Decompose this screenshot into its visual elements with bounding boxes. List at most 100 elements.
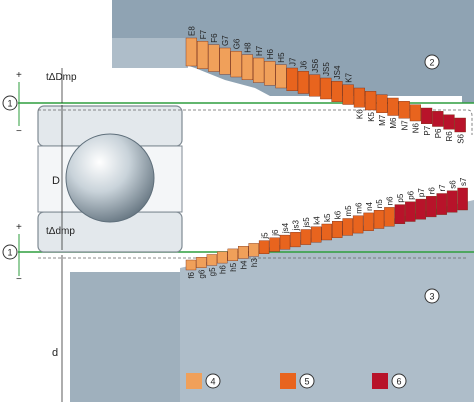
legend-swatch-dark <box>372 373 388 389</box>
housing-label-E8: E8 <box>188 26 197 36</box>
housing-bar-R6 <box>443 114 455 130</box>
shaft-bar-g6 <box>196 257 207 268</box>
housing-label-JS6: JS6 <box>311 58 320 72</box>
shaft-bar-h6 <box>217 251 228 264</box>
housing-bar-F6 <box>208 44 220 72</box>
shaft-bar-h3 <box>248 243 259 257</box>
housing-bar-F7 <box>196 41 209 69</box>
housing-bar-P6 <box>432 111 444 127</box>
shaft-label-js3: js3 <box>292 220 301 232</box>
label-t-delta-Dmp: tΔDmp <box>46 72 77 83</box>
shaft-tolerance-bars <box>185 187 468 271</box>
marker-shaft-label: 3 <box>429 292 434 302</box>
shaft-bar-n5 <box>373 209 385 229</box>
shaft-bar-n6 <box>384 207 395 227</box>
legend-marker-dark-label: 6 <box>396 377 401 387</box>
shaft-label-m5: m5 <box>344 205 353 217</box>
housing-label-N7: N7 <box>400 120 409 131</box>
housing-bar-M7 <box>376 94 388 113</box>
housing-label-S6: S6 <box>456 133 465 143</box>
legend-marker-mid-label: 5 <box>304 377 309 387</box>
shaft-label-h5: h5 <box>229 262 238 271</box>
housing-label-P6: P6 <box>434 128 443 138</box>
shaft-label-h3: h3 <box>250 258 259 267</box>
housing-bar-J7 <box>286 67 298 91</box>
shaft-label-m6: m6 <box>354 202 363 214</box>
housing-label-M7: M7 <box>378 114 387 126</box>
shaft-bar-m6 <box>352 215 364 234</box>
shaft-label-j6: j6 <box>271 229 280 237</box>
legend-marker-mid <box>299 373 315 389</box>
housing-label-H6: H6 <box>266 49 275 60</box>
housing-bar-JS6 <box>309 74 321 97</box>
shaft-label-p6: p6 <box>407 190 416 199</box>
housing-bar-H8 <box>241 54 254 81</box>
label-dim-D: D <box>52 175 60 187</box>
marker-zero-bottom <box>2 244 18 260</box>
shaft-bar-r6 <box>426 196 437 218</box>
shaft-bar-m5 <box>342 218 353 236</box>
shaft-label-k5: k5 <box>323 213 332 222</box>
plus-sign-top: + <box>16 70 22 81</box>
shaft-label-g6: g6 <box>198 269 207 278</box>
housing-bar-N6 <box>409 104 422 122</box>
housing-tolerance-bars <box>185 37 466 133</box>
shaft-label-j5: j5 <box>260 232 269 240</box>
legend-marker-light <box>205 373 221 389</box>
shaft-bar-js5 <box>300 229 312 245</box>
shaft-label-s7: s7 <box>459 177 468 186</box>
shaft-bar-r7 <box>436 193 447 215</box>
shaft-bar-k5 <box>321 223 332 241</box>
shaft-bar-n4 <box>363 212 374 231</box>
housing-bar-G6 <box>230 51 242 78</box>
housing-label-JS4: JS4 <box>333 65 342 79</box>
shaft-bar-f6 <box>185 259 197 271</box>
shaft-bar-js4 <box>279 234 291 250</box>
housing-label-K5: K5 <box>367 111 376 121</box>
shaft-bar-s7 <box>457 187 468 211</box>
marker-shaft <box>424 288 440 304</box>
legend-swatch-mid <box>280 373 296 389</box>
minus-sign-top: − <box>16 126 22 137</box>
housing-label-N6: N6 <box>412 122 421 133</box>
shaft-label-g5: g5 <box>208 267 217 276</box>
shaft-label-k4: k4 <box>313 216 322 225</box>
shaft-bar-j5 <box>258 240 270 255</box>
shaft-label-js4: js4 <box>281 222 290 234</box>
shaft-bar-h5 <box>227 248 239 261</box>
housing-bar-G7 <box>219 47 231 75</box>
housing-label-J7: J7 <box>288 57 297 66</box>
housing-block <box>112 0 474 103</box>
housing-label-K7: K7 <box>344 72 353 82</box>
shaft-bar-k6 <box>332 220 343 238</box>
legend-swatch-light <box>186 373 202 389</box>
shaft-label-n6: n6 <box>386 196 395 205</box>
housing-label-R6: R6 <box>445 131 454 142</box>
housing-label-F6: F6 <box>210 33 219 43</box>
housing-bore-face <box>112 38 188 68</box>
shaft-label-js5: js5 <box>302 217 311 229</box>
shaft-label-r6: r6 <box>427 187 436 195</box>
legend-marker-dark <box>391 373 407 389</box>
shaft-label-r7: r7 <box>438 184 447 192</box>
shaft-bar-s6 <box>446 190 458 213</box>
shaft-bar-h4 <box>237 245 249 259</box>
housing-label-G6: G6 <box>232 38 241 49</box>
marker-housing-label: 2 <box>429 58 434 68</box>
housing-bar-K7 <box>342 84 354 105</box>
housing-bar-H7 <box>252 57 265 83</box>
housing-bar-N7 <box>398 101 410 119</box>
housing-bar-JS4 <box>331 81 343 102</box>
housing-label-G7: G7 <box>221 35 230 46</box>
shaft-bar-js3 <box>290 232 301 248</box>
shaft-label-s6: s6 <box>448 180 457 189</box>
marker-zero-bottom-label: 1 <box>7 248 12 258</box>
shaft-label-n4: n4 <box>365 201 374 210</box>
housing-label-M6: M6 <box>389 117 398 129</box>
shaft-label-h6: h6 <box>219 265 228 274</box>
housing-bar-S6 <box>454 117 466 133</box>
housing-tolerance-labels: E8 F7 F6 G7 G6 H8 H7 H6 H5 J7 J6 JS6 JS5 JS4 K7 K6 K5 M7 M… <box>188 26 466 144</box>
legend-marker-light-label: 4 <box>210 377 215 387</box>
housing-bar-H6 <box>264 61 276 86</box>
